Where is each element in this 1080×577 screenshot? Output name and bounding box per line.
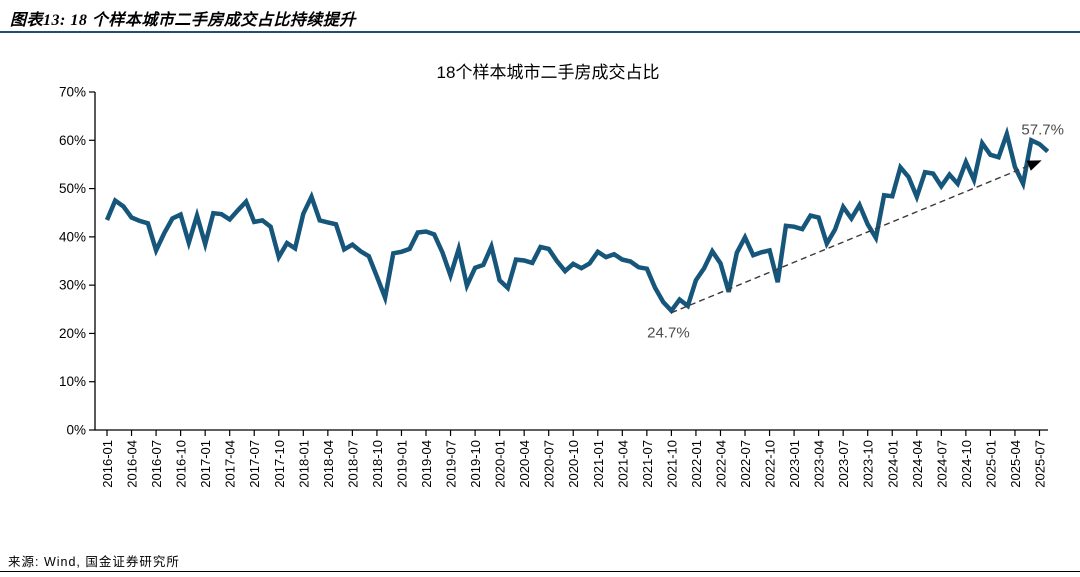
x-tick-label: 2019-10 — [468, 440, 483, 488]
x-tick-label: 2025-01 — [983, 440, 998, 488]
trend-arrowhead-icon — [1026, 160, 1042, 171]
axes: 70% 60% 50% 40% 30% 20% 10% 0% 2016-01 2016-04 201… — [59, 85, 1048, 488]
x-tick-label: 2020-10 — [566, 440, 581, 488]
x-tick-label: 2022-10 — [763, 440, 778, 488]
x-tick-label: 2016-10 — [174, 440, 189, 488]
x-tick-label: 2021-04 — [615, 440, 630, 488]
x-tick-label: 2016-07 — [149, 440, 164, 488]
line-chart: 18个样本城市二手房成交占比 70% 60% 50% 40% 30% 20% 10% 0% 20… — [59, 63, 1064, 488]
x-tick-label: 2018-07 — [345, 440, 360, 488]
x-tick-label: 2024-07 — [934, 440, 949, 488]
y-tick-label: 20% — [59, 326, 86, 341]
x-tick-label: 2024-04 — [910, 440, 925, 488]
x-tick-label: 2018-10 — [370, 440, 385, 488]
y-tick-label: 10% — [59, 374, 86, 389]
axis-line — [94, 92, 1048, 431]
x-tick-label: 2019-01 — [394, 440, 409, 488]
y-tick-label: 70% — [59, 85, 86, 100]
x-tick-label: 2021-01 — [591, 440, 606, 488]
source-note: 来源: Wind, 国金证券研究所 — [8, 555, 180, 569]
x-tick-label: 2019-07 — [444, 440, 459, 488]
x-tick-label: 2021-10 — [664, 440, 679, 488]
annotations: 24.7% 57.7% — [647, 121, 1064, 341]
chart-title: 18个样本城市二手房成交占比 — [437, 63, 660, 82]
x-tick-label: 2025-04 — [1008, 440, 1023, 488]
x-tick-label: 2017-01 — [198, 440, 213, 488]
x-tick-label: 2017-04 — [223, 440, 238, 488]
x-tick-label: 2023-07 — [836, 440, 851, 488]
end-annotation-label: 57.7% — [1021, 121, 1064, 138]
bottom-divider — [0, 571, 1080, 572]
x-tick-label: 2024-10 — [959, 440, 974, 488]
x-tick-label: 2019-04 — [419, 440, 434, 488]
x-tick-label: 2022-07 — [738, 440, 753, 488]
series — [104, 126, 1050, 315]
x-tick-label: 2024-01 — [885, 440, 900, 488]
x-tick-label: 2023-10 — [861, 440, 876, 488]
trend-dashed-line — [671, 164, 1031, 314]
x-tick-label: 2025-07 — [1032, 440, 1047, 488]
x-tick-label: 2018-01 — [296, 440, 311, 488]
x-tick-label: 2021-07 — [640, 440, 655, 488]
y-tick-label: 0% — [66, 423, 86, 438]
series-line — [104, 126, 1050, 315]
x-tick-label: 2017-10 — [272, 440, 287, 488]
figure-caption: 图表13: 18 个样本城市二手房成交占比持续提升 — [10, 12, 356, 29]
x-tick-label: 2018-04 — [321, 440, 336, 488]
x-tick-label: 2020-01 — [493, 440, 508, 488]
x-tick-label: 2022-01 — [689, 440, 704, 488]
x-tick-label: 2023-01 — [787, 440, 802, 488]
x-tick-label: 2020-07 — [542, 440, 557, 488]
x-tick-label: 2022-04 — [713, 440, 728, 488]
x-tick-label: 2017-07 — [247, 440, 262, 488]
caption-divider — [0, 31, 1080, 33]
x-tick-label: 2016-01 — [100, 440, 115, 488]
min-annotation-label: 24.7% — [647, 325, 690, 342]
y-tick-label: 50% — [59, 181, 86, 196]
y-tick-label: 60% — [59, 133, 86, 148]
y-tick-label: 40% — [59, 229, 86, 244]
x-tick-label: 2023-04 — [812, 440, 827, 488]
y-tick-label: 30% — [59, 278, 86, 293]
x-tick-label: 2016-04 — [125, 440, 140, 488]
x-tick-label: 2020-04 — [517, 440, 532, 488]
